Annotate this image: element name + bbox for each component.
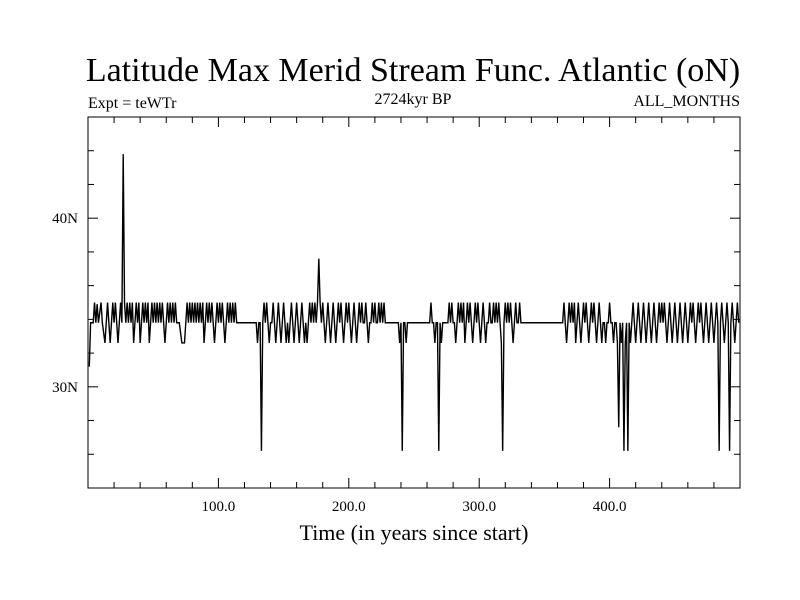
x-tick-label: 400.0 [593,499,627,515]
x-tick-label: 100.0 [202,499,236,515]
months-label: ALL_MONTHS [633,93,740,110]
experiment-label: Expt = teWTr [88,95,177,112]
x-tick-label: 300.0 [462,499,496,515]
axis-tick-labels: 100.0 200.0 300.0 400.0 30N 40N [52,211,626,515]
period-label: 2724kyr BP [375,91,452,108]
axis-ticks [88,117,740,488]
chart-title: Latitude Max Merid Stream Func. Atlantic… [86,52,740,89]
y-tick-label: 40N [52,211,78,227]
x-axis-label: Time (in years since start) [300,520,529,545]
plot-frame [87,116,741,489]
y-tick-label: 30N [52,380,78,396]
x-tick-label: 200.0 [332,499,366,515]
series-line [88,154,740,451]
